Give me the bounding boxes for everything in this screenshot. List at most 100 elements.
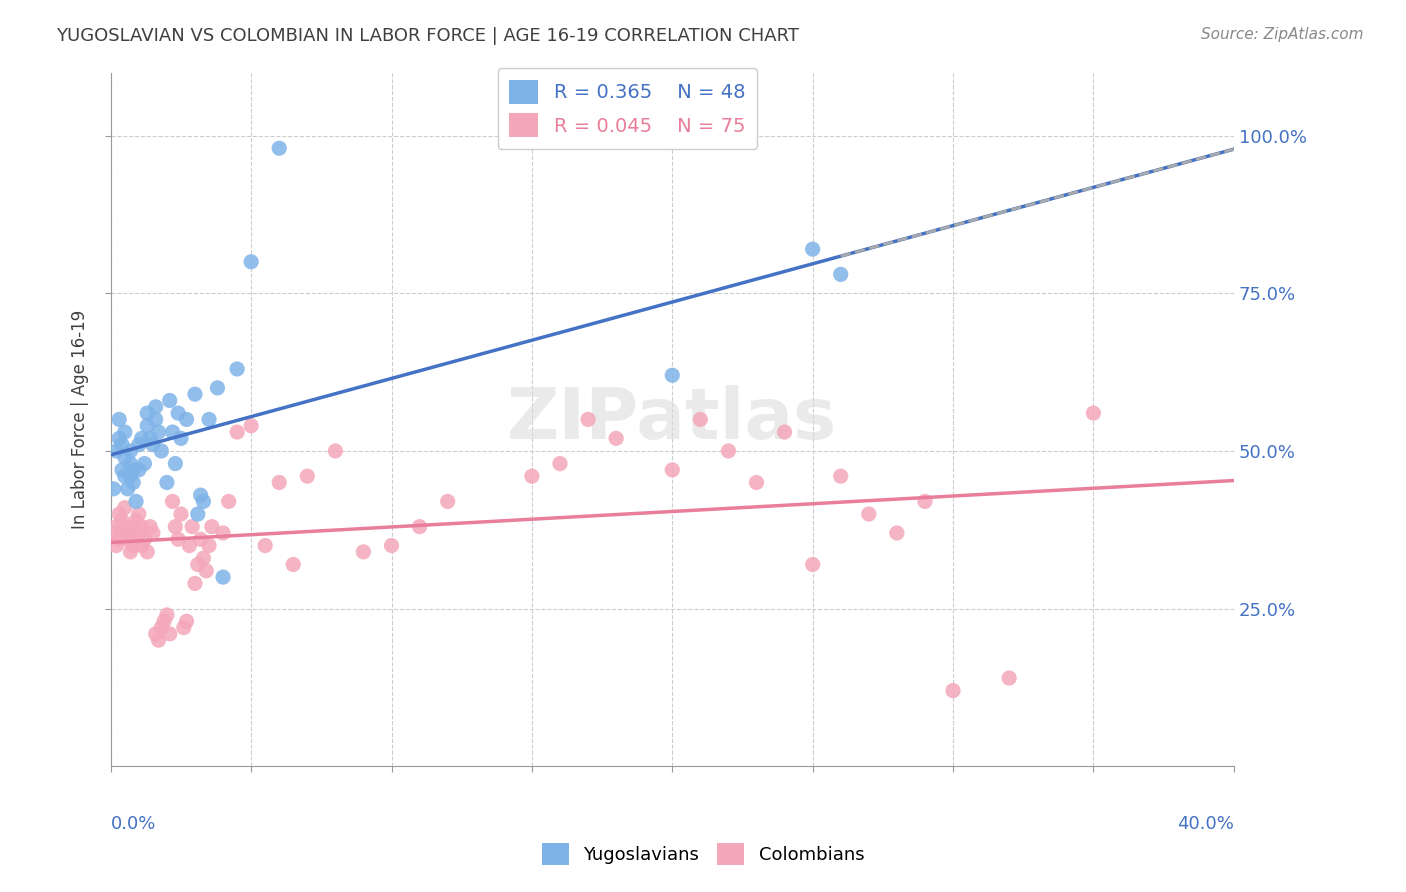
- Point: [134, 457, 156, 471]
- Point: [122, 539, 145, 553]
- Point: [150, 621, 173, 635]
- Text: YUGOSLAVIAN VS COLOMBIAN IN LABOR FORCE | AGE 16-19 CORRELATION CHART: YUGOSLAVIAN VS COLOMBIAN IN LABOR FORCE …: [56, 27, 799, 45]
- Point: [269, 475, 291, 490]
- Point: [773, 425, 796, 439]
- Point: [269, 141, 291, 155]
- Point: [150, 444, 173, 458]
- Point: [117, 533, 139, 547]
- Point: [190, 533, 212, 547]
- Point: [240, 254, 263, 268]
- Point: [136, 418, 159, 433]
- Point: [122, 475, 145, 490]
- Point: [148, 633, 170, 648]
- Point: [830, 268, 852, 282]
- Point: [162, 494, 184, 508]
- Point: [136, 545, 159, 559]
- Point: [128, 437, 150, 451]
- Y-axis label: In Labor Force | Age 16-19: In Labor Force | Age 16-19: [72, 310, 89, 529]
- Point: [1083, 406, 1105, 420]
- Point: [131, 539, 153, 553]
- Point: [120, 444, 142, 458]
- Point: [193, 551, 215, 566]
- Point: [689, 412, 711, 426]
- Point: [605, 431, 627, 445]
- Point: [193, 494, 215, 508]
- Legend: Yugoslavians, Colombians: Yugoslavians, Colombians: [533, 834, 873, 874]
- Point: [103, 525, 125, 540]
- Point: [380, 539, 402, 553]
- Point: [179, 539, 201, 553]
- Point: [128, 525, 150, 540]
- Point: [548, 457, 571, 471]
- Point: [661, 368, 683, 383]
- Point: [198, 412, 221, 426]
- Point: [436, 494, 458, 508]
- Point: [120, 457, 142, 471]
- Point: [111, 525, 134, 540]
- Point: [136, 406, 159, 420]
- Point: [139, 431, 162, 445]
- Text: 0.0%: 0.0%: [111, 815, 156, 833]
- Point: [125, 513, 148, 527]
- Point: [352, 545, 374, 559]
- Point: [184, 387, 207, 401]
- Point: [218, 494, 240, 508]
- Point: [187, 558, 209, 572]
- Point: [173, 621, 195, 635]
- Point: [576, 412, 599, 426]
- Point: [114, 519, 136, 533]
- Point: [108, 533, 131, 547]
- Point: [117, 482, 139, 496]
- Point: [134, 533, 156, 547]
- Point: [170, 507, 193, 521]
- Point: [111, 513, 134, 527]
- Point: [145, 412, 167, 426]
- Point: [114, 469, 136, 483]
- Point: [153, 614, 176, 628]
- Point: [142, 437, 165, 451]
- Point: [108, 412, 131, 426]
- Point: [122, 463, 145, 477]
- Point: [190, 488, 212, 502]
- Point: [105, 539, 128, 553]
- Point: [226, 425, 249, 439]
- Point: [187, 507, 209, 521]
- Point: [105, 519, 128, 533]
- Point: [120, 469, 142, 483]
- Point: [148, 425, 170, 439]
- Point: [108, 431, 131, 445]
- Point: [184, 576, 207, 591]
- Point: [125, 494, 148, 508]
- Point: [162, 425, 184, 439]
- Point: [942, 683, 965, 698]
- Point: [520, 469, 543, 483]
- Point: [212, 525, 235, 540]
- Point: [325, 444, 347, 458]
- Point: [114, 450, 136, 465]
- Point: [207, 381, 229, 395]
- Point: [240, 418, 263, 433]
- Point: [198, 539, 221, 553]
- Point: [103, 482, 125, 496]
- Point: [111, 437, 134, 451]
- Point: [111, 463, 134, 477]
- Point: [167, 533, 190, 547]
- Point: [145, 627, 167, 641]
- Point: [145, 400, 167, 414]
- Point: [156, 607, 179, 622]
- Point: [195, 564, 218, 578]
- Point: [105, 444, 128, 458]
- Point: [914, 494, 936, 508]
- Point: [128, 463, 150, 477]
- Point: [201, 519, 224, 533]
- Point: [139, 519, 162, 533]
- Point: [120, 525, 142, 540]
- Point: [408, 519, 430, 533]
- Point: [176, 412, 198, 426]
- Text: ZIPatlas: ZIPatlas: [508, 385, 838, 454]
- Point: [131, 519, 153, 533]
- Point: [125, 533, 148, 547]
- Text: 40.0%: 40.0%: [1177, 815, 1234, 833]
- Point: [176, 614, 198, 628]
- Point: [212, 570, 235, 584]
